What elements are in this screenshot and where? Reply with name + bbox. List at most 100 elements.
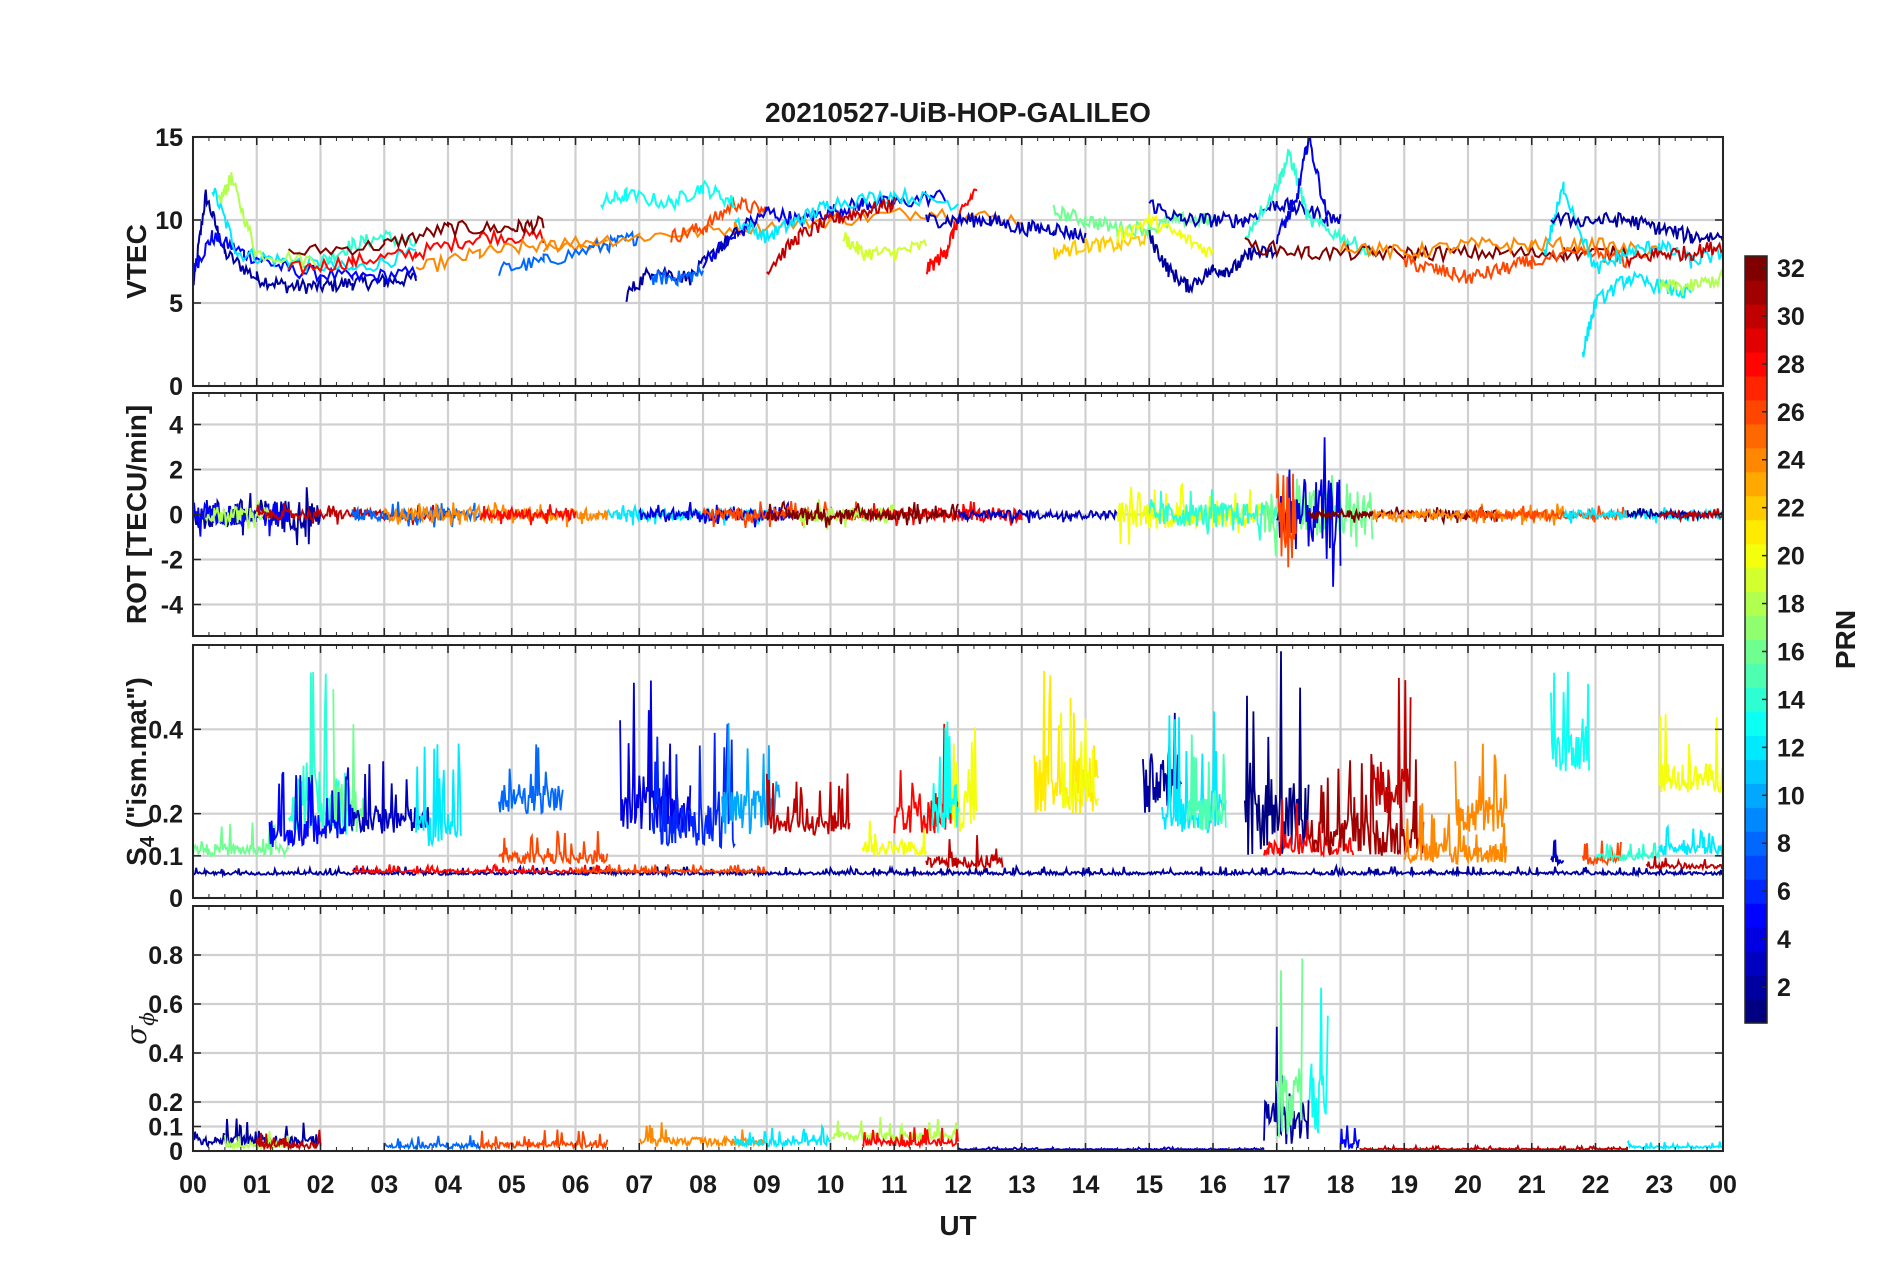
- vtec-series-prn-24: [1339, 234, 1661, 261]
- s4-series-prn-24: [1454, 743, 1508, 832]
- rot-series-prn-4: [638, 500, 800, 528]
- y-tick-label: 15: [155, 124, 183, 152]
- colorbar-bin: [1745, 927, 1767, 952]
- vtec-series-prn-18: [1658, 268, 1723, 297]
- colorbar-bin: [1745, 423, 1767, 449]
- s4-y-ticks: 0 0.1 0.2 0.4: [148, 645, 1724, 913]
- x-tick-label: 12: [944, 1171, 972, 1199]
- x-tick-label: 11: [881, 1171, 908, 1199]
- sigma_phi-series-prn-8: [383, 1135, 481, 1151]
- rot-series-prn-14: [1148, 489, 1278, 541]
- y-tick-label: 2: [169, 457, 183, 485]
- rot-series-prn-3: [957, 507, 1119, 524]
- vtec-series-prn-19: [842, 232, 928, 264]
- sigma_phi-series-prn-16: [1275, 958, 1304, 1138]
- vtec-series-prn-32: [1244, 237, 1629, 265]
- colorbar-bin: [1745, 711, 1767, 736]
- s4-series-prn-13: [931, 721, 959, 833]
- x-tick-label: 23: [1645, 1171, 1673, 1199]
- vtec-series-prn-12: [1543, 181, 1723, 275]
- colorbar-tick-label: 18: [1777, 591, 1805, 619]
- sigma_phi-series-prn-13: [1307, 987, 1329, 1134]
- colorbar-bin: [1745, 975, 1767, 1000]
- sigma-phi-y-label-main: σ: [120, 1025, 153, 1045]
- x-tick-label: 03: [370, 1171, 398, 1199]
- s4-series-prn-21: [1033, 670, 1100, 814]
- vtec-series-prn-18: [217, 172, 321, 270]
- x-tick-label: 04: [434, 1171, 462, 1199]
- vtec-series-prn-2: [1550, 211, 1723, 245]
- colorbar-bin: [1745, 807, 1767, 832]
- vtec-series-prn-26: [1403, 245, 1629, 284]
- vtec-series-prn-28: [925, 188, 978, 275]
- series-group: [193, 651, 1723, 879]
- sigma-phi-y-label: σϕ: [120, 1012, 159, 1045]
- y-tick-label: 15: [155, 124, 183, 152]
- s4-series-prn-8: [498, 744, 564, 815]
- x-tick-label: 01: [243, 1171, 271, 1199]
- vtec-series-prn-22: [1052, 228, 1151, 260]
- s4-y-label-sub: 4: [137, 835, 159, 847]
- vtec-series-prn-12: [734, 185, 959, 244]
- sigma_phi-series-prn-2: [1263, 1026, 1310, 1145]
- colorbar-bin: [1745, 256, 1767, 281]
- panel-s4: 0 0.1 0.2 0.4 S4 ("ism.mat"): [121, 644, 1725, 913]
- vtec-series-prn-14: [1244, 148, 1374, 257]
- y-tick-label: 0: [169, 885, 183, 913]
- s4-plot-area: [193, 651, 1723, 879]
- vtec-series-prn-20: [1116, 213, 1214, 258]
- s4-series-prn-15: [1186, 734, 1227, 831]
- s4-series-prn-26: [498, 830, 609, 866]
- s4-series-prn-3: [1550, 839, 1565, 867]
- y-tick-label: 10: [155, 207, 183, 235]
- sigma_phi-series-prn-28: [861, 1127, 959, 1150]
- s4-series-prn-14: [1594, 842, 1661, 863]
- y-tick-label: -2: [161, 547, 183, 575]
- colorbar-bin: [1745, 783, 1767, 808]
- s4-series-prn-26: [574, 864, 767, 876]
- s4-series-prn-26: [1581, 840, 1622, 867]
- series-group: [193, 137, 1723, 358]
- colorbar-bin: [1745, 471, 1767, 497]
- s4-series-prn-20: [1059, 712, 1100, 811]
- colorbar-tick-label: 26: [1777, 399, 1805, 427]
- x-tick-label: 15: [1135, 1171, 1163, 1199]
- colorbar-bin: [1745, 567, 1767, 593]
- rot-series-prn-26: [1275, 473, 1297, 568]
- vtec-series-prn-2: [625, 217, 755, 303]
- colorbar-box: [1744, 255, 1768, 1024]
- colorbar-tick-label: 24: [1777, 447, 1805, 475]
- s4-y-label: S4 ("ism.mat"): [121, 677, 159, 866]
- sigma_phi-series-prn-18: [830, 1117, 959, 1144]
- colorbar-label: PRN: [1830, 610, 1861, 669]
- y-tick-label: 0: [169, 373, 183, 401]
- colorbar-tick-label: 22: [1777, 495, 1805, 523]
- x-axis-label: UT: [939, 1210, 976, 1241]
- x-tick-label: 21: [1518, 1171, 1546, 1199]
- x-tick-label: 07: [625, 1171, 653, 1199]
- vtec-series-prn-32: [287, 215, 545, 257]
- colorbar-tick-label: 32: [1777, 255, 1805, 283]
- colorbar-bin: [1745, 279, 1767, 305]
- colorbar-bin: [1745, 543, 1767, 569]
- s4-series-prn-28: [351, 862, 609, 876]
- colorbar-bin: [1745, 759, 1767, 784]
- colorbar-tick-label: 20: [1777, 543, 1805, 571]
- x-tick-label: 16: [1199, 1171, 1227, 1199]
- x-tick-label: 09: [753, 1171, 781, 1199]
- colorbar-bin: [1745, 495, 1767, 521]
- colorbar-bin: [1745, 735, 1767, 760]
- vtec-series-prn-8: [498, 230, 640, 276]
- s4-series-prn-20: [861, 820, 927, 857]
- x-tick-label: 02: [307, 1171, 335, 1199]
- x-tick-label: 18: [1327, 1171, 1355, 1199]
- x-tick-label: 10: [817, 1171, 845, 1199]
- sigma_phi-series-prn-12: [734, 1123, 831, 1149]
- vtec-series-prn-26: [670, 196, 768, 243]
- s4-series-prn-2: [193, 863, 1723, 879]
- colorbar-bin: [1745, 951, 1767, 976]
- vtec-series-prn-28: [287, 227, 545, 277]
- s4-series-prn-30: [1645, 856, 1723, 872]
- colorbar-tick-label: 8: [1777, 830, 1791, 858]
